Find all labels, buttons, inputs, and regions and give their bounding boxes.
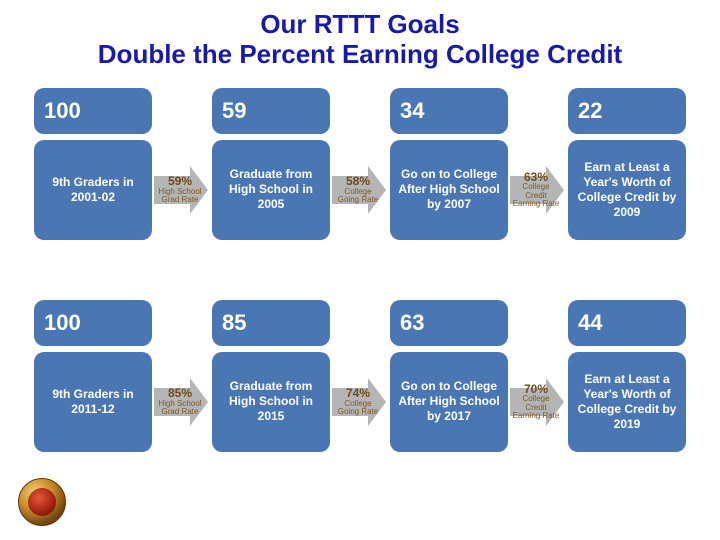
arrow-sublabel: High School Grad Rate (158, 399, 201, 416)
arrow-spacer (512, 88, 564, 134)
stage-label: 9th Graders in 2001-02 (34, 140, 152, 240)
arrow-sublabel: College Going Rate (338, 187, 378, 204)
stage-box: 100 9th Graders in 2011-12 (34, 300, 152, 452)
flow-arrow: 85% High School Grad Rate (156, 352, 208, 452)
stage-number: 34 (390, 88, 508, 134)
stage-box: 44 Earn at Least a Year's Worth of Colle… (568, 300, 686, 452)
stage-box: 59 Graduate from High School in 2005 (212, 88, 330, 240)
title-line-1: Our RTTT Goals (260, 9, 459, 39)
flow-arrow: 74% College Going Rate (334, 352, 386, 452)
stage-box: 85 Graduate from High School in 2015 (212, 300, 330, 452)
stage-box: 22 Earn at Least a Year's Worth of Colle… (568, 88, 686, 240)
stage-box: 100 9th Graders in 2001-02 (34, 88, 152, 240)
arrow-sublabel: College Credit Earning Rate (513, 394, 560, 420)
stage-label: Go on to College After High School by 20… (390, 140, 508, 240)
arrow-column: 63% College Credit Earning Rate (512, 88, 564, 240)
flow-row-2011: 100 9th Graders in 2011-12 85% High Scho… (30, 300, 690, 452)
arrow-sublabel: College Going Rate (338, 399, 378, 416)
arrow-text: 59% High School Grad Rate (156, 175, 204, 204)
stage-label: Earn at Least a Year's Worth of College … (568, 140, 686, 240)
stage-box: 34 Go on to College After High School by… (390, 88, 508, 240)
arrow-column: 85% High School Grad Rate (156, 300, 208, 452)
arrow-text: 74% College Going Rate (334, 387, 382, 416)
arrow-text: 63% College Credit Earning Rate (512, 171, 560, 209)
title-line-2: Double the Percent Earning College Credi… (98, 39, 622, 69)
stage-number: 100 (34, 300, 152, 346)
flow-arrow: 63% College Credit Earning Rate (512, 140, 564, 240)
stage-number: 85 (212, 300, 330, 346)
arrow-text: 70% College Credit Earning Rate (512, 383, 560, 421)
arrow-spacer (512, 300, 564, 346)
arrow-text: 85% High School Grad Rate (156, 387, 204, 416)
flow-arrow: 58% College Going Rate (334, 140, 386, 240)
stage-number: 100 (34, 88, 152, 134)
stage-number: 22 (568, 88, 686, 134)
arrow-spacer (156, 300, 208, 346)
stage-number: 44 (568, 300, 686, 346)
arrow-spacer (334, 300, 386, 346)
arrow-spacer (334, 88, 386, 134)
stage-label: Graduate from High School in 2015 (212, 352, 330, 452)
stage-box: 63 Go on to College After High School by… (390, 300, 508, 452)
arrow-sublabel: High School Grad Rate (158, 187, 201, 204)
arrow-column: 59% High School Grad Rate (156, 88, 208, 240)
flow-arrow: 70% College Credit Earning Rate (512, 352, 564, 452)
flow-rows: 100 9th Graders in 2001-02 59% High Scho… (0, 70, 720, 462)
stage-label: Earn at Least a Year's Worth of College … (568, 352, 686, 452)
arrow-spacer (156, 88, 208, 134)
stage-label: Go on to College After High School by 20… (390, 352, 508, 452)
arrow-column: 74% College Going Rate (334, 300, 386, 452)
stage-label: Graduate from High School in 2005 (212, 140, 330, 240)
arrow-column: 70% College Credit Earning Rate (512, 300, 564, 452)
flow-row-2001: 100 9th Graders in 2001-02 59% High Scho… (30, 88, 690, 240)
page-title: Our RTTT Goals Double the Percent Earnin… (0, 0, 720, 70)
flow-arrow: 59% High School Grad Rate (156, 140, 208, 240)
arrow-sublabel: College Credit Earning Rate (513, 182, 560, 208)
stage-number: 59 (212, 88, 330, 134)
arrow-text: 58% College Going Rate (334, 175, 382, 204)
seal-icon (18, 478, 66, 526)
arrow-column: 58% College Going Rate (334, 88, 386, 240)
stage-number: 63 (390, 300, 508, 346)
stage-label: 9th Graders in 2011-12 (34, 352, 152, 452)
